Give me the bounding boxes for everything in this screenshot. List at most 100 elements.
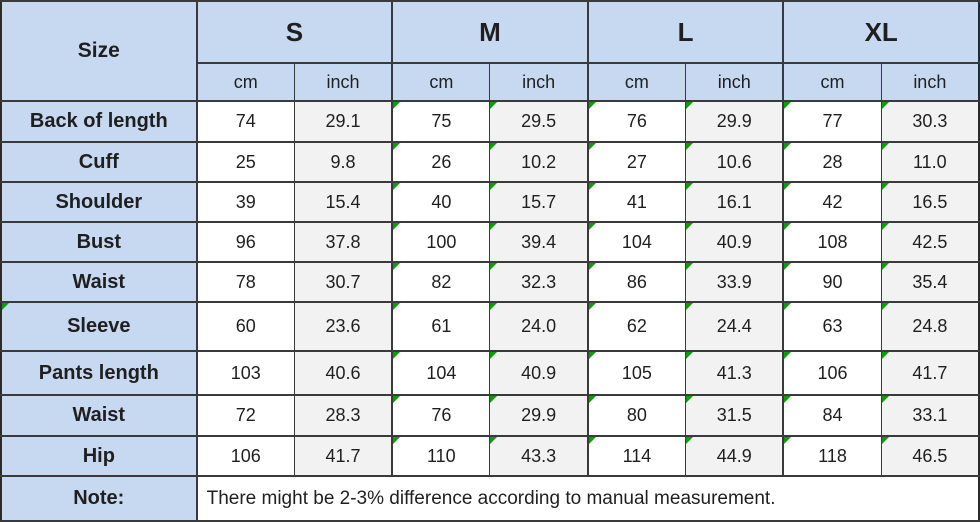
value-cell: 76: [586, 100, 687, 143]
value-cell: 37.8: [293, 221, 393, 263]
value-cell: 90: [782, 261, 882, 303]
error-indicator-icon: [490, 397, 498, 403]
value-cell: 60: [195, 301, 295, 352]
value-cell: 41: [586, 181, 687, 223]
row-label: Back of length: [0, 100, 198, 143]
row-label: Waist: [0, 394, 198, 437]
table-row: Waist 72 28.3 76 29.9 80 31.5 84 33.1: [0, 394, 980, 437]
value-cell: 27: [586, 141, 687, 183]
unit-header-cm: cm: [782, 62, 882, 102]
value-cell: 118: [782, 435, 882, 477]
error-indicator-icon: [589, 304, 596, 310]
unit-header-inch: inch: [685, 62, 784, 102]
value-cell: 41.3: [685, 350, 784, 396]
value-cell: 84: [782, 394, 882, 437]
value-cell: 9.8: [293, 141, 393, 183]
error-indicator-icon: [589, 224, 596, 230]
error-indicator-icon: [394, 144, 401, 150]
error-indicator-icon: [686, 224, 694, 230]
error-indicator-icon: [589, 264, 596, 270]
value-cell: 15.4: [293, 181, 393, 223]
value-cell: 26: [391, 141, 491, 183]
value-cell: 11.0: [880, 141, 980, 183]
error-indicator-icon: [686, 304, 694, 310]
size-header-l: L: [586, 0, 784, 64]
value-cell: 33.9: [685, 261, 784, 303]
value-cell: 40: [391, 181, 491, 223]
table-row: Sleeve 60 23.6 61 24.0 62 24.4 63 24.8: [0, 301, 980, 352]
error-indicator-icon: [785, 353, 792, 359]
value-cell: 29.9: [685, 100, 784, 143]
table-row: Cuff 25 9.8 26 10.2 27 10.6 28 11.0: [0, 141, 980, 183]
value-cell: 41.7: [293, 435, 393, 477]
value-cell: 30.3: [880, 100, 980, 143]
table-row: Hip 106 41.7 110 43.3 114 44.9 118 46.5: [0, 435, 980, 477]
value-cell: 105: [586, 350, 687, 396]
error-indicator-icon: [490, 103, 498, 109]
value-cell: 30.7: [293, 261, 393, 303]
value-cell: 106: [782, 350, 882, 396]
size-header-xl: XL: [782, 0, 980, 64]
error-indicator-icon: [686, 264, 694, 270]
unit-header-inch: inch: [880, 62, 980, 102]
value-cell: 100: [391, 221, 491, 263]
value-cell: 108: [782, 221, 882, 263]
unit-header-cm: cm: [391, 62, 491, 102]
table-row: Waist 78 30.7 82 32.3 86 33.9 90 35.4: [0, 261, 980, 303]
table-row: Bust 96 37.8 100 39.4 104 40.9 108 42.5: [0, 221, 980, 263]
row-label: Sleeve: [0, 301, 198, 352]
error-indicator-icon: [394, 264, 401, 270]
error-indicator-icon: [882, 353, 889, 359]
error-indicator-icon: [589, 144, 596, 150]
error-indicator-icon: [589, 103, 596, 109]
row-label: Cuff: [0, 141, 198, 183]
error-indicator-icon: [490, 304, 498, 310]
error-indicator-icon: [490, 144, 498, 150]
error-indicator-icon: [882, 397, 889, 403]
value-cell: 86: [586, 261, 687, 303]
value-cell: 61: [391, 301, 491, 352]
row-label: Waist: [0, 261, 198, 303]
error-indicator-icon: [490, 224, 498, 230]
error-indicator-icon: [785, 224, 792, 230]
error-indicator-icon: [394, 353, 401, 359]
size-header-m: M: [391, 0, 589, 64]
value-cell: 41.7: [880, 350, 980, 396]
error-indicator-icon: [785, 184, 792, 190]
unit-header-inch: inch: [489, 62, 589, 102]
unit-header-cm: cm: [195, 62, 295, 102]
error-indicator-icon: [589, 397, 596, 403]
value-cell: 40.9: [685, 221, 784, 263]
value-cell: 24.8: [880, 301, 980, 352]
value-cell: 39: [195, 181, 295, 223]
unit-header-cm: cm: [586, 62, 687, 102]
value-cell: 16.5: [880, 181, 980, 223]
value-cell: 44.9: [685, 435, 784, 477]
value-cell: 29.1: [293, 100, 393, 143]
value-cell: 24.4: [685, 301, 784, 352]
value-cell: 62: [586, 301, 687, 352]
note-label: Note:: [0, 475, 198, 522]
table-row: Shoulder 39 15.4 40 15.7 41 16.1 42 16.5: [0, 181, 980, 223]
error-indicator-icon: [589, 353, 596, 359]
value-cell: 40.9: [489, 350, 589, 396]
value-cell: 10.2: [489, 141, 589, 183]
row-label: Bust: [0, 221, 198, 263]
value-cell: 24.0: [489, 301, 589, 352]
value-cell: 31.5: [685, 394, 784, 437]
size-header-row: Size S M L XL: [0, 0, 980, 102]
row-label: Hip: [0, 435, 198, 477]
error-indicator-icon: [394, 103, 401, 109]
value-cell: 32.3: [489, 261, 589, 303]
table-row: Pants length 103 40.6 104 40.9 105 41.3 …: [0, 350, 980, 396]
value-cell: 29.9: [489, 394, 589, 437]
value-cell: 104: [391, 350, 491, 396]
error-indicator-icon: [394, 397, 401, 403]
value-cell: 28: [782, 141, 882, 183]
error-indicator-icon: [882, 144, 889, 150]
value-cell: 16.1: [685, 181, 784, 223]
value-cell: 104: [586, 221, 687, 263]
note-text: There might be 2-3% difference according…: [195, 475, 980, 522]
value-cell: 10.6: [685, 141, 784, 183]
